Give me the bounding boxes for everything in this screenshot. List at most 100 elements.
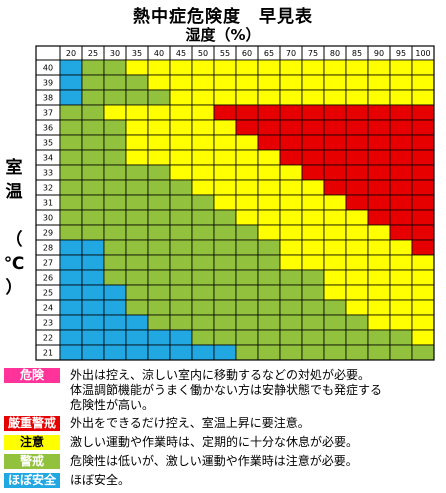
heatmap-cell-chui <box>411 59 435 76</box>
heatmap-cell-hobo <box>169 329 193 346</box>
heatmap-cell-keikai <box>147 284 171 301</box>
heatmap-cell-keikai <box>279 344 303 361</box>
heatmap-cell-chui <box>411 284 435 301</box>
heatmap-cell-keikai <box>257 329 281 346</box>
x-tick-label: 90 <box>374 49 384 58</box>
heatmap-cell-keikai <box>169 209 193 226</box>
heatmap-cell-keikai <box>367 344 391 361</box>
heatmap-cell-chui <box>191 149 215 166</box>
heatmap-cell-keikai <box>191 224 215 241</box>
x-tick-label: 30 <box>110 49 120 58</box>
heatmap-cell-hobo <box>125 344 149 361</box>
y-tick-label: 29 <box>43 229 53 238</box>
x-tick-label: 40 <box>154 49 164 58</box>
heatmap-cell-chui <box>191 89 215 106</box>
heatmap-cell-chui <box>235 164 259 181</box>
heatmap-cell-keikai <box>81 209 105 226</box>
heatmap-cell-keikai <box>147 314 171 331</box>
heatmap-cell-keikai <box>191 254 215 271</box>
x-tick-label: 65 <box>264 49 274 58</box>
humidity-axis-title: 湿度（%） <box>185 26 261 44</box>
heatmap-cell-keikai <box>235 344 259 361</box>
heatmap-cell-chui <box>323 59 347 76</box>
heatmap-cell-genju <box>235 119 259 136</box>
heatmap-cell-chui <box>169 89 193 106</box>
heatmap-cell-chui <box>191 164 215 181</box>
heatmap-cell-keikai <box>169 179 193 196</box>
heatmap-cell-chui <box>411 329 435 346</box>
heatmap-cell-keikai <box>257 239 281 256</box>
heatmap-cell-genju <box>345 104 369 121</box>
heatmap-cell-keikai <box>235 314 259 331</box>
heatmap-cell-hobo <box>103 314 127 331</box>
heatmap-cell-keikai <box>59 119 83 136</box>
heatmap-cell-chui <box>279 254 303 271</box>
heatmap-cell-keikai <box>257 299 281 316</box>
heatmap-cell-keikai <box>389 344 413 361</box>
y-tick-label: 36 <box>43 124 53 133</box>
heatmap-cell-keikai <box>323 344 347 361</box>
heatmap-cell-chui <box>279 164 303 181</box>
heatmap-cell-keikai <box>103 134 127 151</box>
heatmap-cell-keikai <box>59 179 83 196</box>
heatmap-cell-chui <box>169 119 193 136</box>
heatmap-cell-keikai <box>147 194 171 211</box>
heatmap-cell-keikai <box>81 224 105 241</box>
heatmap-cell-chui <box>301 224 325 241</box>
heatmap-cell-genju <box>345 119 369 136</box>
heatmap-cell-keikai <box>301 329 325 346</box>
heatmap-cell-chui <box>367 89 391 106</box>
heatmap-cell-hobo <box>59 329 83 346</box>
heatmap-cell-keikai <box>81 74 105 91</box>
x-tick-label: 85 <box>352 49 362 58</box>
legend-swatch-keikai: 警戒 <box>4 454 60 469</box>
heatmap-cell-hobo <box>169 344 193 361</box>
heatmap-cell-genju <box>323 104 347 121</box>
heatmap-cell-genju <box>257 104 281 121</box>
heatmap-cell-keikai <box>103 224 127 241</box>
heatmap-cell-genju <box>345 149 369 166</box>
heatmap-cell-chui <box>213 89 237 106</box>
heatmap-cell-chui <box>345 239 369 256</box>
heatmap-cell-keikai <box>169 269 193 286</box>
x-tick-label: 60 <box>242 49 252 58</box>
heatmap-cell-keikai <box>147 224 171 241</box>
heatmap-cell-chui <box>367 74 391 91</box>
heatmap-cell-keikai <box>169 314 193 331</box>
heatmap-cell-keikai <box>323 299 347 316</box>
heatmap-cell-chui <box>125 59 149 76</box>
heatmap-cell-hobo <box>125 329 149 346</box>
x-tick-label: 80 <box>330 49 340 58</box>
heatmap-cell-keikai <box>191 284 215 301</box>
x-tick-label: 100 <box>415 49 430 58</box>
heatmap-cell-genju <box>389 104 413 121</box>
x-tick-label: 75 <box>308 49 318 58</box>
heatmap-cell-keikai <box>81 149 105 166</box>
y-tick-label: 39 <box>43 79 53 88</box>
heatmap-cell-chui <box>367 224 391 241</box>
heatmap-cell-chui <box>389 89 413 106</box>
heatmap-cell-chui <box>411 74 435 91</box>
heatmap-cell-chui <box>235 134 259 151</box>
heatmap-cell-chui <box>279 224 303 241</box>
heatmap-cell-keikai <box>59 194 83 211</box>
legend-text-chui: 激しい運動や作業時は、定期的に十分な休息が必要。 <box>70 435 359 449</box>
heatmap-cell-hobo <box>191 344 215 361</box>
heatmap-cell-chui <box>367 299 391 316</box>
heatmap-cell-keikai <box>125 284 149 301</box>
heatmap-cell-chui <box>257 59 281 76</box>
heatmap-cell-chui <box>191 119 215 136</box>
heatmap-cell-hobo <box>81 284 105 301</box>
heatmap-cell-keikai <box>147 239 171 256</box>
x-tick-label: 25 <box>88 49 98 58</box>
y-tick-label: 37 <box>43 109 53 118</box>
heatmap-cell-hobo <box>81 254 105 271</box>
heatmap-cell-hobo <box>81 299 105 316</box>
heatmap-cell-genju <box>411 134 435 151</box>
legend-swatch-hobo: ほぼ安全 <box>4 473 60 488</box>
heatmap-cell-keikai <box>257 344 281 361</box>
heatmap-cell-keikai <box>81 179 105 196</box>
y-tick-label: 33 <box>43 169 53 178</box>
heatmap-cell-genju <box>411 194 435 211</box>
heatmap-cell-keikai <box>235 299 259 316</box>
